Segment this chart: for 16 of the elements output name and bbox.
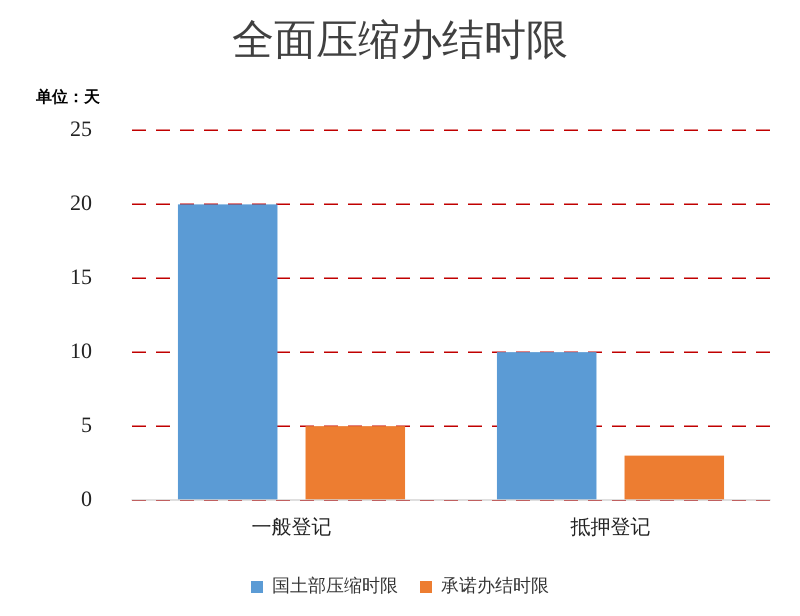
y-tick-label: 5 bbox=[81, 412, 92, 437]
x-tick-label: 一般登记 bbox=[252, 516, 332, 538]
text: 单位：天 bbox=[35, 87, 101, 106]
bar bbox=[306, 426, 406, 500]
legend-label: 承诺办结时限 bbox=[441, 576, 549, 596]
y-tick-label: 10 bbox=[70, 338, 92, 363]
chart-title: 全面压缩办结时限 bbox=[232, 18, 568, 64]
y-tick-label: 25 bbox=[70, 116, 92, 142]
bar bbox=[496, 352, 596, 500]
legend-label: 国土部压缩时限 bbox=[272, 576, 398, 596]
y-tick-label: 15 bbox=[70, 264, 92, 290]
y-tick-label: 20 bbox=[70, 190, 92, 216]
bar bbox=[178, 204, 278, 500]
bar bbox=[624, 456, 724, 500]
x-tick-label: 抵押登记 bbox=[570, 516, 650, 538]
y-tick-label: 0 bbox=[81, 486, 92, 511]
